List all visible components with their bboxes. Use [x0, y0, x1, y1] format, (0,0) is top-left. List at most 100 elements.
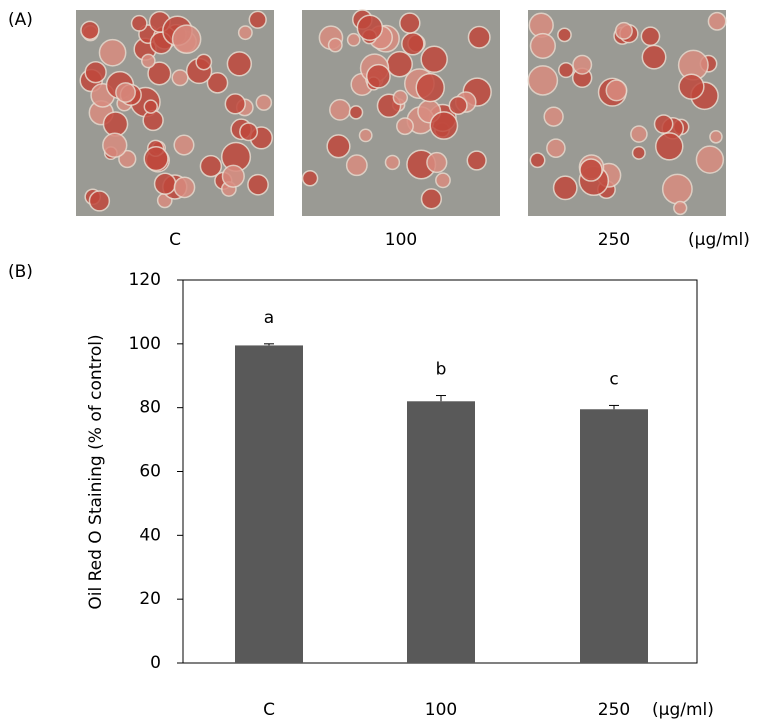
cell: [237, 25, 253, 41]
cell: [673, 200, 688, 216]
cell: [153, 172, 177, 196]
cell: [557, 61, 575, 79]
cell: [206, 72, 229, 94]
cell: [695, 145, 725, 174]
image-label: 250: [598, 230, 630, 250]
cell: [329, 98, 351, 121]
annotation: b: [436, 360, 447, 380]
cell: [653, 114, 674, 134]
y-tick-label: 100: [129, 334, 161, 354]
cell: [247, 173, 269, 196]
cell: [147, 61, 172, 86]
cell: [426, 151, 448, 174]
cell: [255, 94, 273, 111]
cell: [392, 89, 409, 106]
cell: [365, 63, 391, 89]
cell: [557, 27, 572, 43]
image-label: 100: [385, 230, 417, 250]
x-tick-label: 250: [598, 700, 630, 720]
bar: [407, 401, 475, 663]
x-tick-label: C: [263, 700, 275, 720]
cell: [301, 169, 319, 187]
cell: [654, 132, 684, 161]
cell: [98, 38, 127, 67]
cell: [579, 158, 603, 182]
cell: [546, 138, 566, 158]
cell: [415, 72, 445, 103]
cell: [641, 44, 667, 70]
cell: [631, 145, 646, 160]
cell: [401, 32, 425, 56]
annotation: c: [609, 369, 618, 389]
cell: [195, 53, 213, 71]
cell: [429, 111, 459, 140]
cell: [543, 106, 564, 127]
cell: [130, 14, 148, 32]
cell: [248, 10, 267, 29]
cell: [420, 45, 448, 74]
panel-label: (B): [8, 262, 33, 282]
cell: [467, 25, 491, 49]
cell: [572, 54, 593, 75]
cell: [143, 99, 158, 114]
x-unit-label: (μg/ml): [652, 700, 714, 720]
image-label: C: [169, 230, 181, 250]
cell: [115, 82, 136, 103]
cell: [84, 61, 107, 84]
y-tick-label: 80: [139, 398, 161, 418]
cell: [552, 175, 578, 201]
annotation: a: [264, 308, 274, 328]
cell: [396, 117, 414, 136]
cell: [221, 164, 245, 188]
cell: [640, 26, 661, 47]
cell: [348, 105, 364, 120]
cell: [707, 11, 727, 31]
cell: [327, 37, 343, 53]
cell: [614, 21, 633, 40]
unit-label: (μg/ml): [688, 230, 750, 250]
y-tick-label: 20: [139, 589, 161, 609]
bar: [580, 409, 648, 663]
panel-label: (A): [8, 10, 33, 30]
cell: [435, 172, 451, 189]
cell: [466, 150, 487, 171]
bar: [235, 345, 303, 663]
cell: [326, 134, 351, 159]
y-tick-label: 40: [139, 525, 161, 545]
cell: [448, 95, 468, 116]
cell: [173, 176, 196, 199]
cell: [173, 134, 195, 156]
cell: [171, 69, 189, 87]
cell: [118, 149, 137, 169]
cell: [709, 129, 723, 144]
cell: [529, 32, 556, 60]
cell: [142, 109, 164, 132]
cell: [171, 24, 202, 54]
cell: [226, 51, 253, 77]
cell: [358, 128, 373, 143]
cell: [420, 188, 443, 210]
y-axis-label: Oil Red O Staining (% of control): [86, 334, 106, 609]
cell: [399, 12, 421, 34]
cell: [80, 20, 100, 41]
cell: [102, 111, 129, 137]
cell: [239, 122, 259, 142]
cell: [529, 152, 546, 169]
cell: [527, 65, 559, 96]
cell: [346, 32, 361, 47]
cell: [199, 154, 223, 178]
y-tick-label: 120: [129, 270, 161, 290]
x-tick-label: 100: [425, 700, 457, 720]
cell: [140, 53, 156, 69]
cell: [102, 132, 128, 158]
cell: [661, 173, 693, 205]
cell: [224, 93, 246, 115]
y-tick-label: 60: [139, 462, 161, 482]
cell: [88, 190, 111, 212]
cell: [345, 154, 368, 177]
cell: [605, 79, 628, 102]
cell: [143, 146, 169, 172]
cell: [678, 73, 705, 100]
cell: [384, 154, 401, 171]
